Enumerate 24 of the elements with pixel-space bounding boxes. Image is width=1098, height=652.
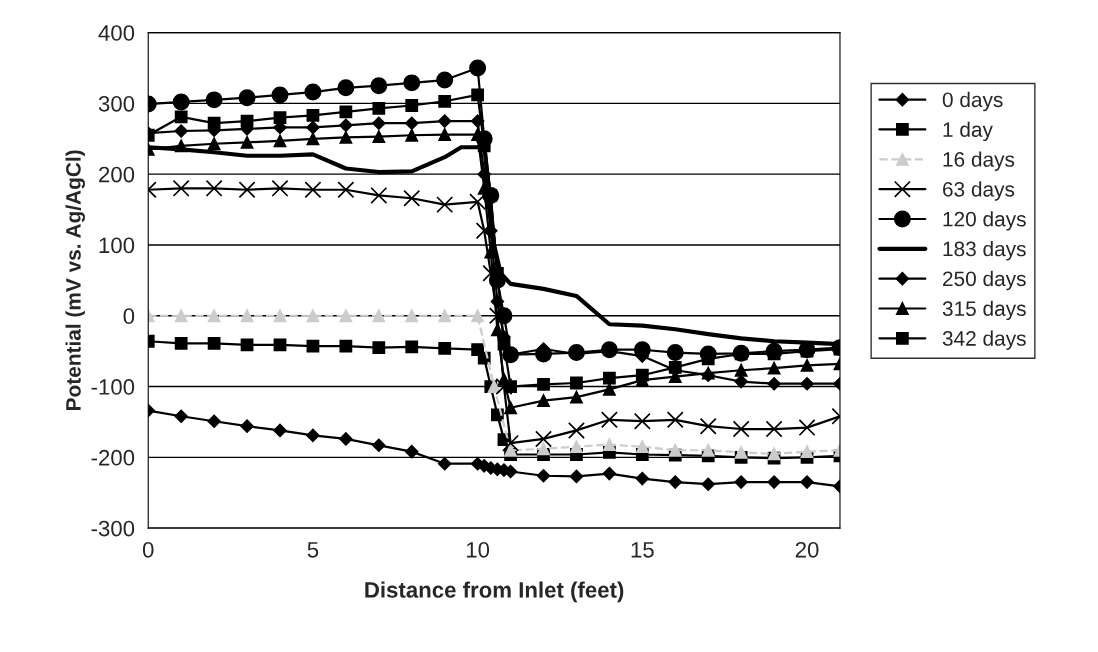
y-tick-label: 0 [123, 308, 135, 325]
y-tick-label: -100 [91, 379, 135, 395]
legend-label: 63 days [943, 181, 1015, 201]
x-tick-label: 0 [142, 541, 154, 558]
x-tick-label: 10 [466, 541, 490, 558]
y-tick-label: 100 [99, 237, 135, 254]
legend-label: 315 days [942, 300, 1026, 321]
x-tick-label: 15 [631, 542, 654, 558]
x-tick-label: 20 [795, 541, 819, 558]
legend-label: 1 day [943, 121, 993, 142]
y-tick-label: -200 [91, 449, 135, 466]
y-tick-label: 300 [98, 95, 135, 112]
legend-label: 120 days [943, 211, 1026, 231]
y-tick-label: 200 [99, 166, 135, 183]
y-tick-label: 400 [98, 25, 135, 41]
legend-label: 0 days [942, 91, 1003, 112]
legend-label: 16 days [943, 151, 1015, 171]
legend-label: 183 days [943, 241, 1026, 261]
y-tick-label: -300 [91, 520, 135, 537]
y-axis-title: Potential (mV vs. Ag/AgCl) [65, 150, 86, 410]
legend-label: 250 days [943, 270, 1026, 291]
legend-label: 342 days [942, 330, 1026, 350]
x-axis-title: Distance from Inlet (feet) [365, 581, 624, 603]
x-tick-label: 5 [307, 542, 319, 558]
